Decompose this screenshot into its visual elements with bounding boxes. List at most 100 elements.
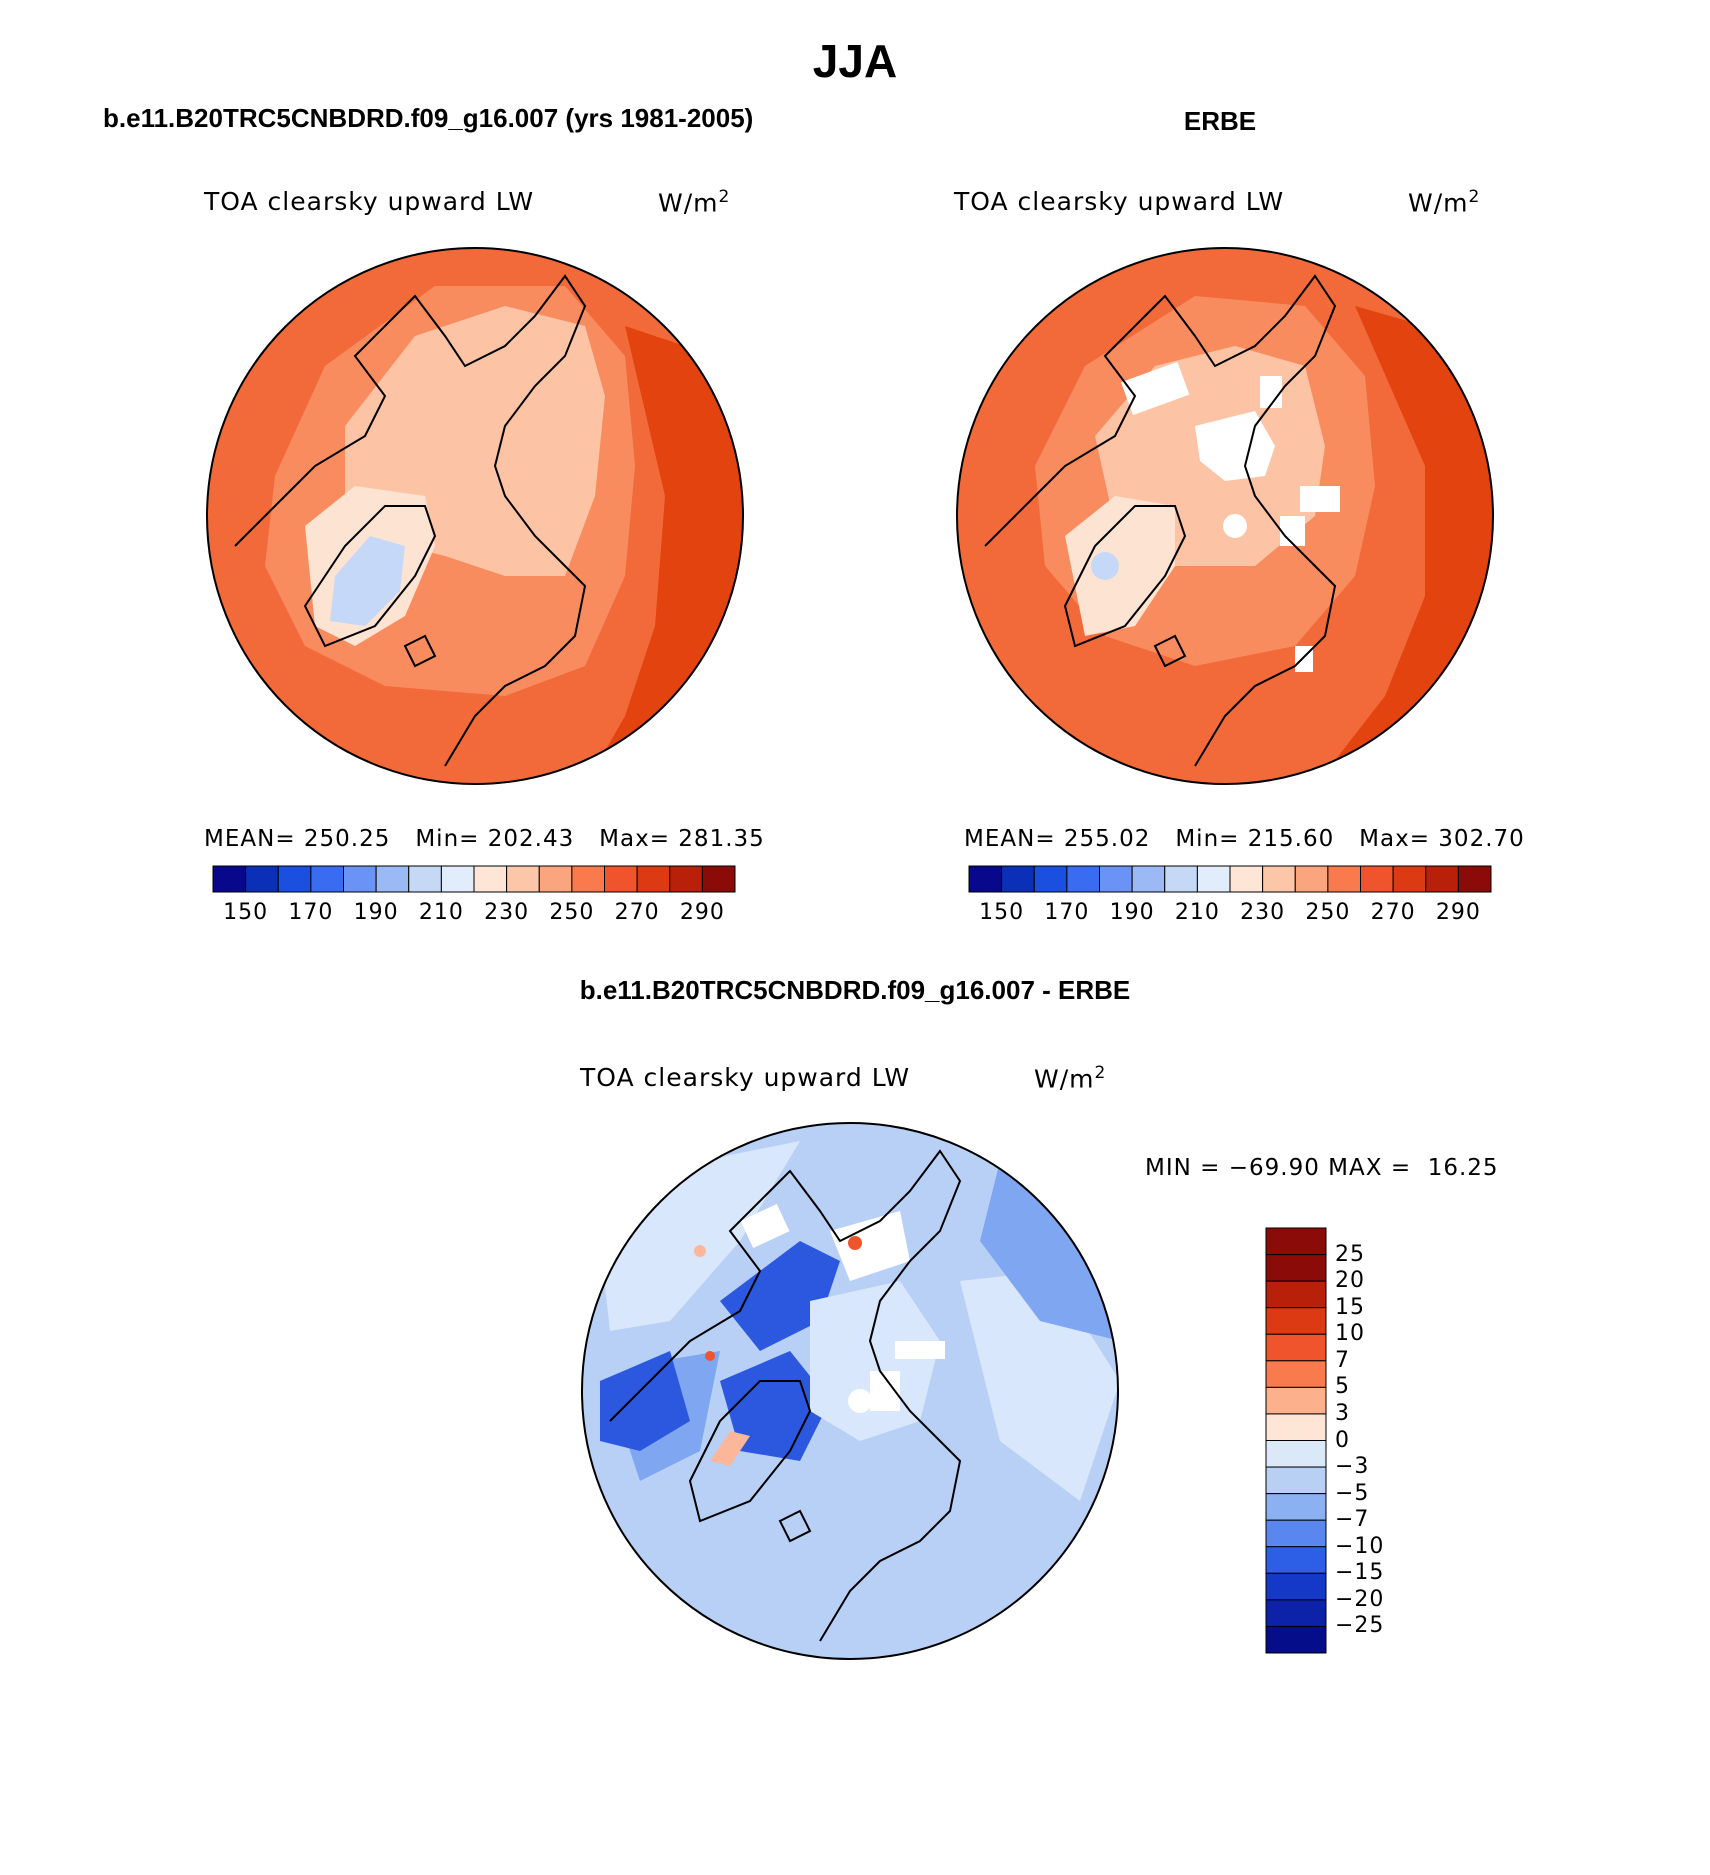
- panel-3-colorbar-labels: 25 20 15 10 7 5 3 0 −3 −5 −7 −10 −15 −20 −25: [1335, 1228, 1435, 1653]
- panel-1-colorbar-labels: 150 170 190 210 230 250 270 290: [213, 900, 735, 930]
- diff-colorbar-box-0: [1265, 1227, 1327, 1256]
- panel-2-units-base: W/m: [1408, 188, 1469, 218]
- diff-colorbar-label: 15: [1335, 1294, 1365, 1320]
- panel-1-units: W/m2: [658, 187, 730, 217]
- colorbar-label: 250: [1305, 900, 1351, 925]
- panel-3-pole-hole: [848, 1389, 872, 1413]
- colorbar-box-1: [1001, 865, 1035, 893]
- panel-3-colorbar: [1265, 1227, 1327, 1654]
- colorbar-box-3: [310, 865, 344, 893]
- colorbar-box-6: [408, 865, 442, 893]
- colorbar-box-8: [473, 865, 508, 893]
- panel-3-min-value: −69.90: [1228, 1155, 1320, 1181]
- diff-colorbar-label: −25: [1335, 1613, 1385, 1639]
- panel-2-missing-1: [1120, 361, 1190, 416]
- diff-colorbar-label: −15: [1335, 1560, 1385, 1586]
- diff-colorbar-label: 20: [1335, 1268, 1365, 1294]
- panel-1-map: [206, 247, 744, 785]
- colorbar-label: 210: [418, 900, 464, 925]
- panel-1-coastline: [234, 274, 587, 767]
- panel-2-colorbar: [968, 865, 1492, 893]
- diff-colorbar-box-7: [1265, 1413, 1327, 1441]
- panel-1-title: b.e11.B20TRC5CNBDRD.f09_g16.007 (yrs 198…: [103, 103, 754, 133]
- colorbar-box-1: [245, 865, 279, 893]
- colorbar-label: 290: [1435, 900, 1481, 925]
- colorbar-label: 150: [223, 900, 269, 925]
- colorbar-box-10: [538, 865, 573, 893]
- colorbar-box-2: [1033, 865, 1068, 893]
- panel-1-mean-label: MEAN=: [204, 826, 296, 852]
- diff-colorbar-label: 0: [1335, 1427, 1350, 1453]
- panel-3-warm-streak-1: [710, 1431, 750, 1466]
- diff-colorbar-box-8: [1265, 1440, 1327, 1468]
- panel-3-dark-region-2: [720, 1351, 830, 1461]
- panel-2-title: ERBE: [1183, 106, 1257, 136]
- diff-colorbar-label: −3: [1335, 1454, 1370, 1480]
- panel-2-missing-4: [1300, 486, 1340, 512]
- colorbar-box-6: [1164, 865, 1198, 893]
- panel-2-missing-5: [1280, 516, 1305, 546]
- colorbar-box-9: [506, 865, 540, 893]
- colorbar-label: 170: [288, 900, 334, 925]
- colorbar-label: 210: [1174, 900, 1220, 925]
- panel-3-variable: TOA clearsky upward LW: [580, 1063, 911, 1092]
- diff-colorbar-label: −5: [1335, 1480, 1370, 1506]
- colorbar-box-15: [701, 865, 736, 893]
- panel-3-missing-1: [830, 1211, 910, 1281]
- colorbar-label: 250: [549, 900, 595, 925]
- colorbar-box-4: [343, 865, 377, 893]
- colorbar-box-0: [212, 865, 247, 893]
- diff-colorbar-box-10: [1265, 1493, 1327, 1521]
- panel-1-max-label: Max=: [599, 826, 670, 852]
- panel-1-units-exponent: 2: [718, 187, 731, 207]
- panel-3-units-base: W/m: [1034, 1064, 1095, 1094]
- diff-colorbar-box-2: [1265, 1280, 1327, 1309]
- colorbar-label: 290: [679, 900, 725, 925]
- colorbar-label: 170: [1044, 900, 1090, 925]
- diff-colorbar-box-15: [1265, 1625, 1327, 1654]
- panel-2-missing-3: [1260, 376, 1282, 408]
- panel-3-center-light: [810, 1281, 940, 1441]
- diff-colorbar-label: 10: [1335, 1321, 1365, 1347]
- colorbar-label: 270: [1370, 900, 1416, 925]
- colorbar-label: 190: [1109, 900, 1155, 925]
- colorbar-box-14: [669, 865, 703, 893]
- panel-3-map: [581, 1122, 1119, 1660]
- colorbar-box-5: [375, 865, 410, 893]
- diff-colorbar-box-5: [1265, 1360, 1327, 1388]
- diff-colorbar-box-14: [1265, 1599, 1327, 1627]
- colorbar-box-4: [1099, 865, 1133, 893]
- panel-2-min-label: Min=: [1175, 826, 1240, 852]
- panel-3-max-label: MAX =: [1328, 1155, 1412, 1181]
- diff-colorbar-label: 25: [1335, 1241, 1365, 1267]
- panel-3-title: b.e11.B20TRC5CNBDRD.f09_g16.007 - ERBE: [579, 975, 1131, 1005]
- diff-colorbar-box-6: [1265, 1386, 1327, 1415]
- diff-colorbar-label: −7: [1335, 1507, 1370, 1533]
- diff-colorbar-box-1: [1265, 1254, 1327, 1282]
- colorbar-box-9: [1262, 865, 1296, 893]
- colorbar-box-2: [277, 865, 312, 893]
- colorbar-box-13: [1392, 865, 1427, 893]
- diff-colorbar-label: 3: [1335, 1400, 1350, 1426]
- panel-2-mean-label: MEAN=: [964, 826, 1056, 852]
- panel-3-missing-3: [895, 1341, 945, 1359]
- diff-colorbar-box-13: [1265, 1572, 1327, 1601]
- colorbar-box-8: [1229, 865, 1264, 893]
- page-title: JJA: [812, 35, 898, 87]
- diff-colorbar-box-4: [1265, 1333, 1327, 1362]
- panel-1-stats: MEAN= 250.25 Min= 202.43 Max= 281.35: [204, 826, 765, 852]
- panel-3-mid-region-1: [980, 1161, 1118, 1341]
- colorbar-box-7: [1196, 865, 1231, 893]
- diff-colorbar-label: −20: [1335, 1586, 1385, 1612]
- colorbar-box-3: [1066, 865, 1100, 893]
- panel-3-max-value: 16.25: [1427, 1155, 1499, 1181]
- panel-3-light-region-1: [600, 1141, 800, 1331]
- colorbar-box-5: [1131, 865, 1166, 893]
- colorbar-box-10: [1294, 865, 1329, 893]
- panel-2-variable: TOA clearsky upward LW: [954, 187, 1285, 216]
- colorbar-label: 190: [353, 900, 399, 925]
- panel-1-units-base: W/m: [658, 188, 719, 218]
- panel-3-warm-spot-3: [705, 1351, 715, 1361]
- colorbar-box-12: [1360, 865, 1394, 893]
- panel-3-coastline: [609, 1149, 962, 1642]
